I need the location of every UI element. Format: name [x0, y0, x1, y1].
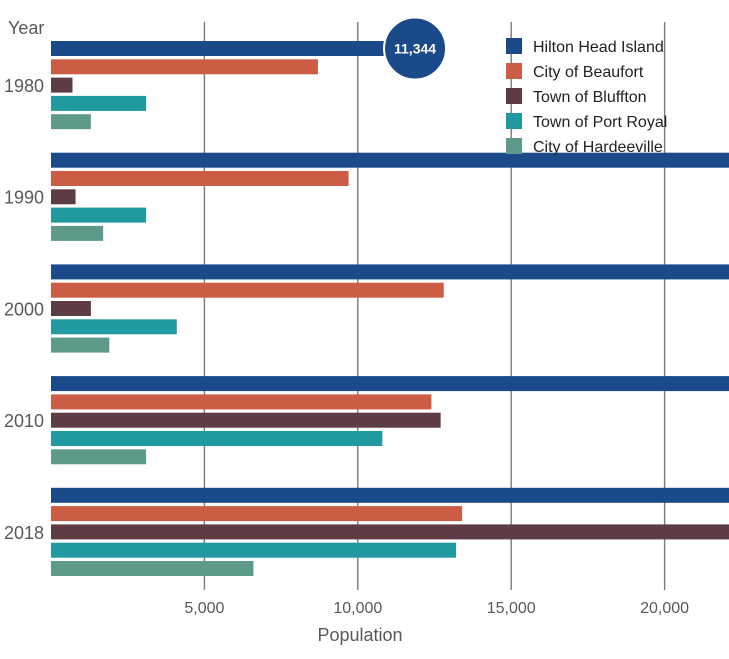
legend-label: Town of Port Royal — [533, 114, 667, 131]
year-label: 1990 — [4, 188, 44, 208]
year-label: 2000 — [4, 299, 44, 319]
bar-1990-4 — [51, 225, 104, 241]
bars — [51, 41, 729, 576]
x-axis-title: Population — [317, 625, 402, 645]
bar-1980-2 — [51, 77, 73, 93]
bar-2018-3 — [51, 542, 456, 558]
legend-swatch — [506, 38, 522, 54]
value-badge-1980 — [383, 16, 448, 81]
bar-2010-0 — [51, 376, 729, 392]
bar-1990-2 — [51, 189, 76, 205]
legend-swatch — [506, 88, 522, 104]
bar-2018-0 — [51, 487, 729, 503]
bar-1980-0 — [51, 41, 400, 56]
bar-2000-3 — [51, 319, 177, 335]
legend-label: City of Hardeeville — [533, 139, 663, 156]
year-label: 1980 — [4, 76, 44, 96]
bar-1990-0 — [51, 152, 729, 168]
bar-1990-3 — [51, 207, 147, 223]
legend-swatch — [506, 63, 522, 79]
bar-1980-4 — [51, 114, 91, 130]
bar-1990-1 — [51, 171, 349, 186]
legend-label: Town of Bluffton — [533, 89, 647, 106]
y-axis-title: Year — [8, 18, 44, 38]
bar-2018-1 — [51, 506, 463, 522]
value-badge-label: 11,344 — [394, 41, 436, 57]
bar-2010-2 — [51, 412, 441, 428]
bar-2018-4 — [51, 561, 254, 576]
value-badges: 11,34423,69433,86237,09939,639 — [383, 16, 448, 81]
bar-2010-4 — [51, 449, 147, 465]
bar-1980-3 — [51, 95, 147, 111]
bar-2010-1 — [51, 394, 432, 410]
x-tick-label: 15,000 — [487, 600, 536, 617]
axes: Year Population 5,000 10,000 15,000 20,000 2… — [4, 18, 689, 645]
bar-1980-1 — [51, 59, 318, 75]
bar-2000-4 — [51, 337, 110, 353]
bar-2010-3 — [51, 431, 383, 446]
bar-2000-2 — [51, 301, 91, 316]
year-label: 2018 — [4, 523, 44, 543]
year-label: 2010 — [4, 411, 44, 431]
gridlines — [203, 22, 666, 590]
x-tick-label: 5,000 — [184, 600, 224, 617]
legend-label: City of Beaufort — [533, 64, 644, 81]
x-tick-label: 20,000 — [640, 600, 689, 617]
legend: Hilton Head Island City of Beaufort Town o… — [506, 38, 667, 156]
legend-swatch — [506, 113, 522, 129]
bar-2018-2 — [51, 524, 729, 540]
x-tick-label: 10,000 — [333, 600, 382, 617]
legend-label: Hilton Head Island — [533, 39, 664, 56]
bar-2000-1 — [51, 282, 444, 298]
legend-swatch — [506, 138, 522, 154]
bar-2000-0 — [51, 264, 729, 280]
